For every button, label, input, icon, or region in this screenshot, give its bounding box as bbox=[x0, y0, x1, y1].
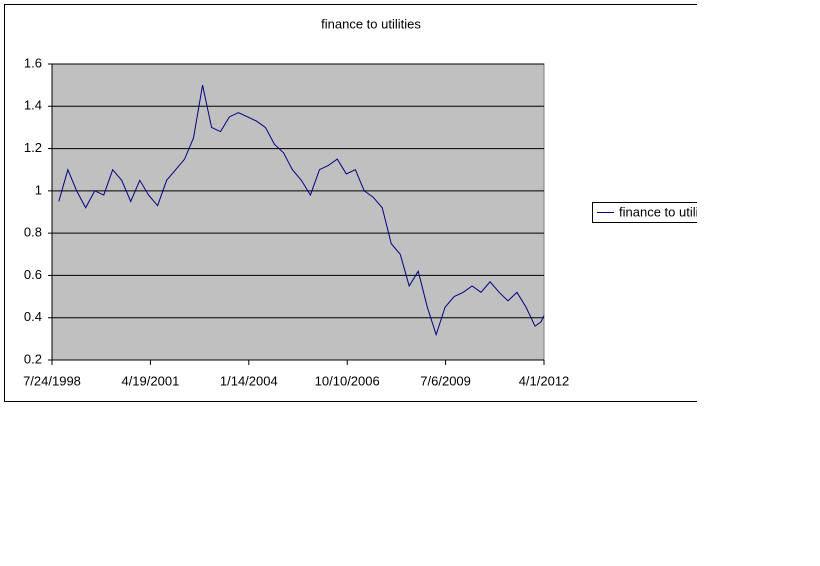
y-tick-label: 0.4 bbox=[24, 309, 42, 324]
y-tick-label: 1 bbox=[35, 182, 42, 197]
x-tick-label: 10/10/2006 bbox=[315, 373, 380, 388]
x-tick-label: 4/1/2012 bbox=[519, 373, 570, 388]
series-line bbox=[58, 85, 545, 337]
chart-title: finance to utilities bbox=[321, 16, 421, 31]
y-tick-label: 1.6 bbox=[24, 55, 42, 70]
x-tick-label: 4/19/2001 bbox=[121, 373, 179, 388]
y-tick-label: 1.4 bbox=[24, 98, 42, 113]
y-tick-label: 1.2 bbox=[24, 140, 42, 155]
chart-border bbox=[4, 4, 697, 402]
x-tick-label: 7/24/1998 bbox=[23, 373, 81, 388]
y-tick-label: 0.2 bbox=[24, 351, 42, 366]
legend: finance to utilities bbox=[592, 202, 719, 223]
y-tick-label: 0.6 bbox=[24, 267, 42, 282]
y-tick-label: 0.8 bbox=[24, 225, 42, 240]
x-tick-label: 7/6/2009 bbox=[420, 373, 471, 388]
legend-label: finance to utilities bbox=[619, 204, 719, 219]
legend-box bbox=[592, 202, 697, 223]
plot-area bbox=[51, 63, 545, 361]
x-tick-label: 1/14/2004 bbox=[220, 373, 278, 388]
